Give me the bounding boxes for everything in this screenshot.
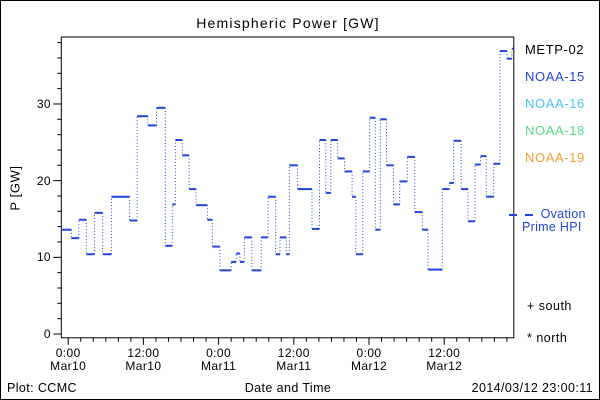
legend-marker-south: + south [527,299,572,313]
y-tick-label: 30 [36,96,51,111]
footer-timestamp: 2014/03/12 23:00:11 [471,381,593,395]
dashed-line-sample-icon [509,213,517,216]
legend-satellite-noaa-18: NOAA-18 [525,123,585,138]
x-tick-date: Mar11 [276,359,312,373]
dashed-line-sample-icon [524,213,533,216]
x-tick-date: Mar12 [351,359,388,373]
legend-ovation-label-2: Prime HPI [522,220,582,234]
y-tick-label: 0 [43,327,51,341]
legend-marker-north-label: north [536,331,568,345]
legend-ovation-label: Ovation [540,207,586,221]
hpi-step-line [61,47,514,272]
legend-satellite-noaa-16: NOAA-16 [525,96,585,111]
x-tick-time: 12:00 [277,346,310,360]
legend-ovation-line1: Ovation [509,208,586,221]
x-tick-time: 12:00 [127,346,160,360]
footer-credit: Plot: CCMC [7,381,77,395]
x-tick-time: 12:00 [428,346,461,360]
legend-ovation-prime-hpi: Ovation Prime HPI [509,208,586,234]
legend-marker-south-label: south [538,299,572,313]
x-tick-date: Mar10 [125,359,162,373]
plus-marker-icon: + [527,299,535,313]
axes-box [60,36,515,339]
x-tick-label: 0:00 Mar11 [187,347,251,373]
x-tick-label: 0:00 Mar10 [36,347,100,373]
x-tick-date: Mar12 [426,359,463,373]
asterisk-marker-icon: * [527,331,533,345]
y-tick-label: 10 [36,250,51,265]
x-tick-time: 0:00 [206,346,232,360]
x-tick-label: 12:00 Mar11 [262,347,326,373]
x-tick-label: 12:00 Mar12 [412,347,476,373]
legend-marker-north: * north [527,331,567,345]
legend-satellite-noaa-19: NOAA-19 [525,150,585,165]
y-tick-label: 20 [36,173,51,188]
x-tick-time: 0:00 [55,346,81,360]
legend-satellite-noaa-15: NOAA-15 [525,69,585,84]
x-tick-date: Mar10 [50,359,87,373]
x-tick-label: 12:00 Mar10 [111,347,175,373]
page-title: Hemispheric Power [GW] [196,15,380,31]
x-tick-date: Mar11 [201,359,237,373]
x-axis-label: Date and Time [244,381,332,395]
x-tick-label: 0:00 Mar12 [337,347,401,373]
axis-ticks [53,42,508,345]
x-tick-time: 0:00 [356,346,382,360]
legend-satellite-metp-02: METP-02 [525,42,585,57]
